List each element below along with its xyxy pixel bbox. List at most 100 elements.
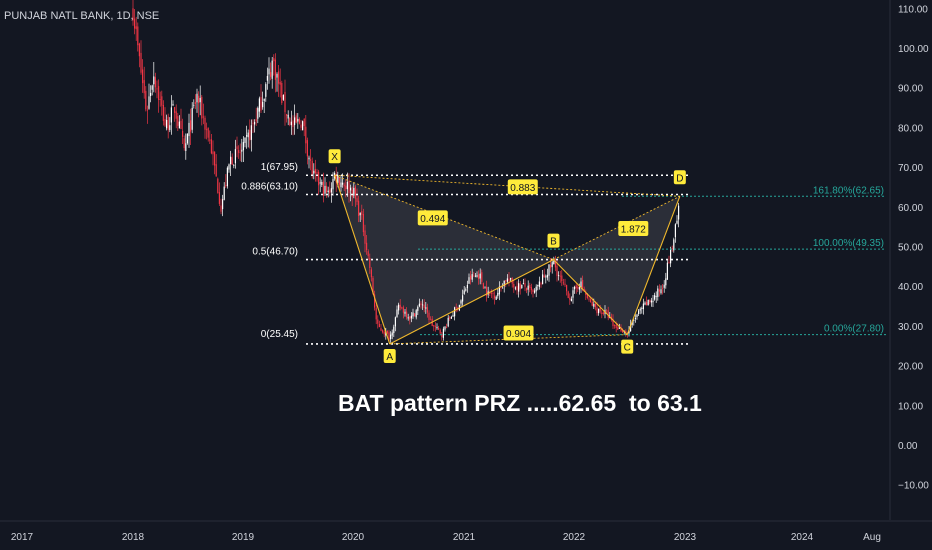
ratio-label: 1.872 [621, 225, 646, 236]
candle-body [388, 332, 390, 340]
point-marker-label: X [331, 152, 338, 163]
candle-body [551, 262, 553, 267]
x-axis: 2017 2018 2019 2020 2021 2022 2023 2024 Aug [0, 520, 932, 543]
y-tick-label: 70.00 [898, 163, 923, 174]
candle-body [426, 307, 428, 313]
candle-body [393, 326, 395, 333]
y-tick-label: −10.00 [898, 481, 929, 492]
point-marker-label: B [550, 237, 557, 248]
candle-body [671, 248, 673, 249]
candle-body [298, 118, 300, 124]
candle-body [422, 304, 424, 306]
candle-body [212, 151, 214, 155]
y-tick-label: 30.00 [898, 322, 923, 333]
candle-body [566, 284, 568, 292]
candle-body [345, 185, 347, 190]
candle-body [526, 288, 528, 291]
candle-body [481, 272, 483, 282]
candle-body [132, 8, 134, 21]
candle-body [186, 133, 188, 144]
fib-level-label: 0.5(46.70) [252, 247, 298, 258]
candle-body [156, 88, 158, 90]
candle-body [137, 26, 139, 46]
y-tick-label: 110.00 [898, 4, 928, 15]
candle-body [441, 333, 443, 337]
candle-body [434, 326, 436, 328]
candle-body [303, 118, 305, 127]
candle-body [362, 214, 364, 233]
candle-body [266, 76, 268, 81]
y-tick-label: 100.00 [898, 44, 929, 55]
candle-body [500, 287, 502, 288]
x-tick-label: 2019 [232, 532, 255, 543]
candle-body [311, 161, 313, 176]
candle-body [612, 319, 614, 326]
candle-body [599, 307, 601, 312]
candle-body [519, 283, 521, 290]
candle-body [642, 303, 644, 310]
candle-body [209, 139, 211, 141]
candle-body [638, 310, 640, 314]
candle-body [158, 86, 160, 100]
candle-body [615, 324, 617, 328]
candle-body [316, 172, 318, 174]
candle-body [394, 317, 396, 327]
candle-body [207, 127, 209, 138]
candle-body [582, 280, 584, 289]
candle-body [234, 149, 236, 164]
candle-body [199, 97, 201, 103]
candle-body [188, 122, 190, 137]
candle-body [238, 150, 240, 153]
candle-body [271, 60, 273, 79]
candle-body [313, 170, 315, 174]
candle-body [330, 188, 332, 193]
candle-body [142, 69, 144, 84]
candle-body [204, 117, 206, 130]
candle-body [223, 186, 225, 200]
candle-body [585, 292, 587, 295]
candle-body [527, 285, 529, 290]
candle-body [414, 313, 416, 317]
candle-body [438, 327, 440, 330]
candle-body [138, 43, 140, 57]
candle-body [484, 287, 486, 289]
candle-body [647, 299, 649, 306]
candle-body [319, 182, 321, 184]
candle-body [274, 59, 276, 80]
x-tick-label: 2018 [122, 532, 145, 543]
candle-body [601, 312, 603, 314]
y-axis: 110.00 100.00 90.00 80.00 70.00 60.00 50.00 40.… [889, 0, 929, 520]
candle-body [658, 289, 660, 292]
candle-body [220, 205, 222, 212]
leg-cd [626, 196, 681, 335]
candle-body [230, 156, 232, 165]
candle-body [657, 288, 659, 297]
leg-bc [553, 259, 628, 336]
candle-body [505, 280, 507, 282]
candle-body [666, 262, 668, 280]
candle-body [218, 192, 220, 204]
candle-body [366, 242, 368, 250]
candle-body [646, 302, 648, 306]
candle-body [257, 108, 259, 119]
candle-body [447, 317, 449, 327]
candle-body [369, 257, 371, 268]
candle-body [535, 286, 537, 292]
candle-body [546, 274, 548, 278]
candle-body [146, 109, 148, 111]
candle-body [630, 324, 632, 332]
candle-body [575, 285, 577, 289]
candle-body [201, 96, 203, 119]
candle-body [161, 96, 163, 106]
candles [132, 0, 680, 343]
candle-body [198, 95, 200, 104]
candle-body [225, 184, 227, 187]
candle-body [634, 318, 636, 319]
x-tick-label: 2024 [791, 532, 814, 543]
candle-body [471, 274, 473, 280]
candle-body [353, 188, 355, 196]
candle-body [466, 285, 468, 289]
diag-bd [553, 195, 681, 261]
candle-body [148, 96, 150, 109]
